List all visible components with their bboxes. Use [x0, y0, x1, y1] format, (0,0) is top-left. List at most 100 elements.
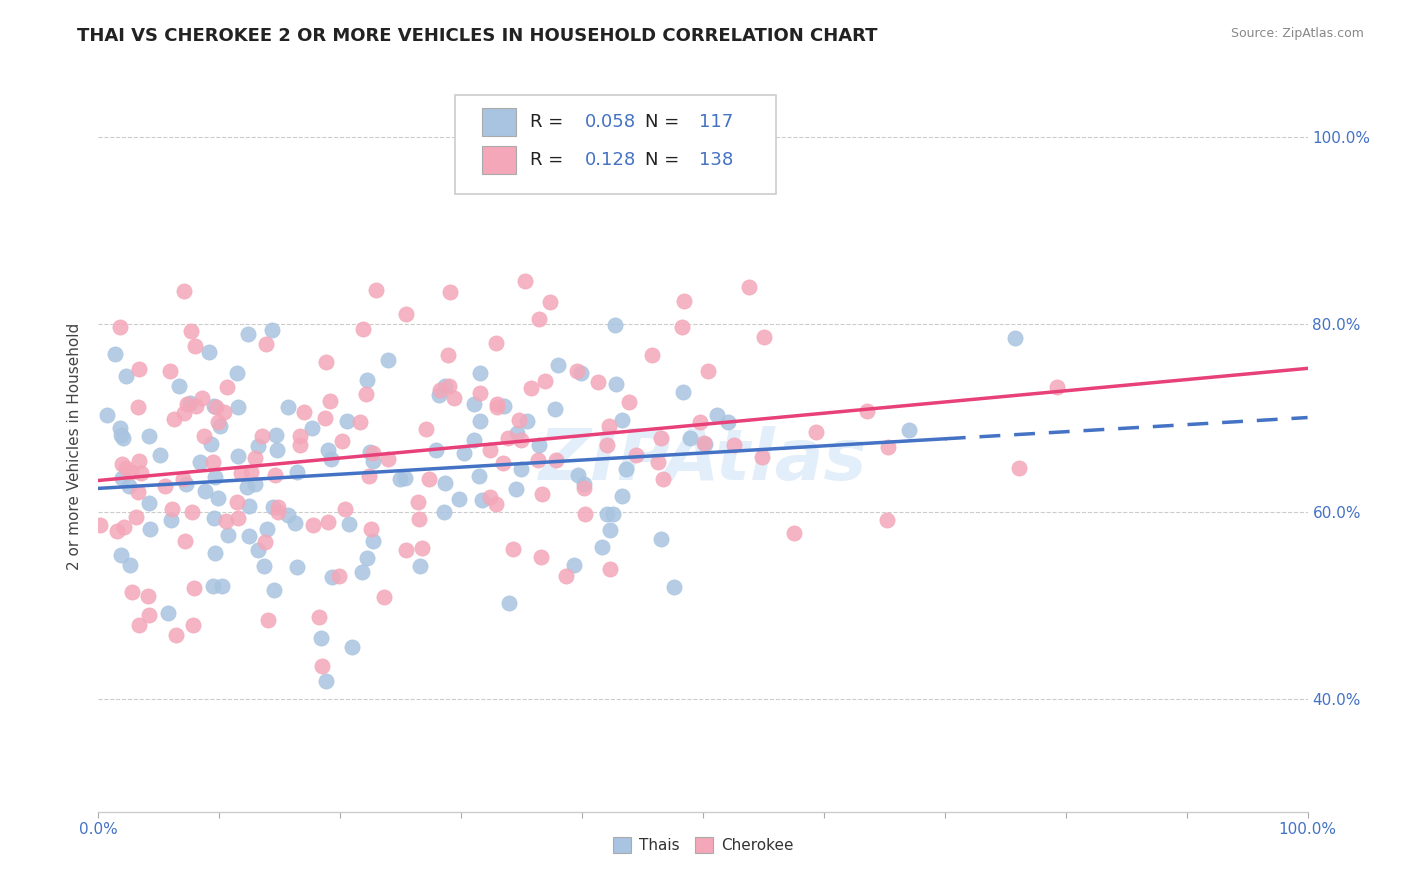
- Point: [603, 318, 626, 332]
- Point: [316, 516, 339, 530]
- Point: [647, 455, 669, 469]
- Point: [598, 419, 620, 434]
- Point: [610, 489, 633, 503]
- Point: [226, 511, 249, 525]
- Point: [217, 528, 239, 542]
- Point: [394, 471, 416, 485]
- Text: 138: 138: [699, 151, 734, 169]
- Point: [617, 394, 640, 409]
- Point: [173, 284, 195, 298]
- Point: [429, 383, 451, 397]
- Point: [311, 659, 333, 673]
- FancyBboxPatch shape: [482, 146, 516, 174]
- Point: [433, 505, 456, 519]
- Point: [567, 467, 589, 482]
- Point: [256, 522, 278, 536]
- Point: [253, 535, 276, 549]
- Point: [738, 280, 761, 294]
- Point: [330, 434, 353, 448]
- Point: [453, 446, 475, 460]
- Point: [105, 524, 128, 538]
- Point: [321, 570, 343, 584]
- Point: [406, 494, 429, 508]
- Point: [377, 353, 399, 368]
- Y-axis label: 2 or more Vehicles in Household: 2 or more Vehicles in Household: [67, 322, 83, 570]
- Point: [408, 512, 430, 526]
- Point: [226, 494, 249, 508]
- Point: [706, 408, 728, 422]
- Text: 0.128: 0.128: [585, 151, 636, 169]
- Point: [256, 613, 278, 627]
- Point: [468, 414, 491, 428]
- Point: [530, 487, 553, 501]
- Point: [562, 558, 585, 572]
- Point: [202, 511, 225, 525]
- Point: [574, 507, 596, 521]
- Point: [510, 433, 533, 447]
- Point: [433, 475, 456, 490]
- Point: [361, 446, 384, 460]
- Point: [650, 533, 672, 547]
- FancyBboxPatch shape: [456, 95, 776, 194]
- Point: [574, 481, 596, 495]
- Point: [315, 674, 337, 689]
- Point: [308, 610, 330, 624]
- Point: [876, 513, 898, 527]
- Point: [115, 368, 138, 383]
- Point: [238, 326, 260, 341]
- Point: [898, 423, 921, 437]
- Point: [494, 399, 516, 413]
- Point: [138, 496, 160, 510]
- Point: [526, 453, 548, 467]
- Point: [411, 541, 433, 555]
- Point: [510, 462, 533, 476]
- Point: [485, 497, 508, 511]
- Point: [498, 595, 520, 609]
- Point: [89, 518, 111, 533]
- Text: THAI VS CHEROKEE 2 OR MORE VEHICLES IN HOUSEHOLD CORRELATION CHART: THAI VS CHEROKEE 2 OR MORE VEHICLES IN H…: [77, 27, 877, 45]
- Point: [262, 323, 284, 337]
- Point: [349, 415, 371, 429]
- Point: [315, 354, 337, 368]
- Point: [314, 410, 336, 425]
- Point: [547, 359, 569, 373]
- Point: [437, 378, 460, 392]
- Point: [754, 329, 776, 343]
- Point: [128, 454, 150, 468]
- Point: [193, 429, 215, 443]
- Point: [427, 387, 450, 401]
- Point: [112, 431, 135, 445]
- Point: [127, 401, 149, 415]
- Point: [160, 513, 183, 527]
- Point: [204, 470, 226, 484]
- Point: [184, 339, 207, 353]
- Point: [110, 457, 132, 471]
- Point: [108, 421, 131, 435]
- Point: [163, 412, 186, 426]
- Point: [110, 548, 132, 562]
- Point: [111, 471, 134, 485]
- Point: [693, 436, 716, 450]
- Point: [468, 468, 491, 483]
- Point: [186, 399, 208, 413]
- Point: [544, 453, 567, 467]
- Point: [157, 606, 180, 620]
- Point: [207, 491, 229, 505]
- Point: [179, 396, 201, 410]
- Legend: Thais, Cherokee: Thais, Cherokee: [607, 830, 799, 859]
- Point: [127, 484, 149, 499]
- Point: [238, 499, 260, 513]
- Point: [118, 478, 141, 492]
- Point: [236, 480, 259, 494]
- Point: [479, 490, 502, 504]
- Text: N =: N =: [645, 151, 679, 169]
- Point: [356, 386, 378, 401]
- Point: [204, 546, 226, 560]
- Point: [198, 345, 221, 359]
- Point: [534, 374, 557, 388]
- Point: [357, 469, 380, 483]
- Point: [181, 618, 204, 632]
- Text: N =: N =: [645, 113, 679, 131]
- Point: [254, 336, 277, 351]
- Text: Source: ZipAtlas.com: Source: ZipAtlas.com: [1230, 27, 1364, 40]
